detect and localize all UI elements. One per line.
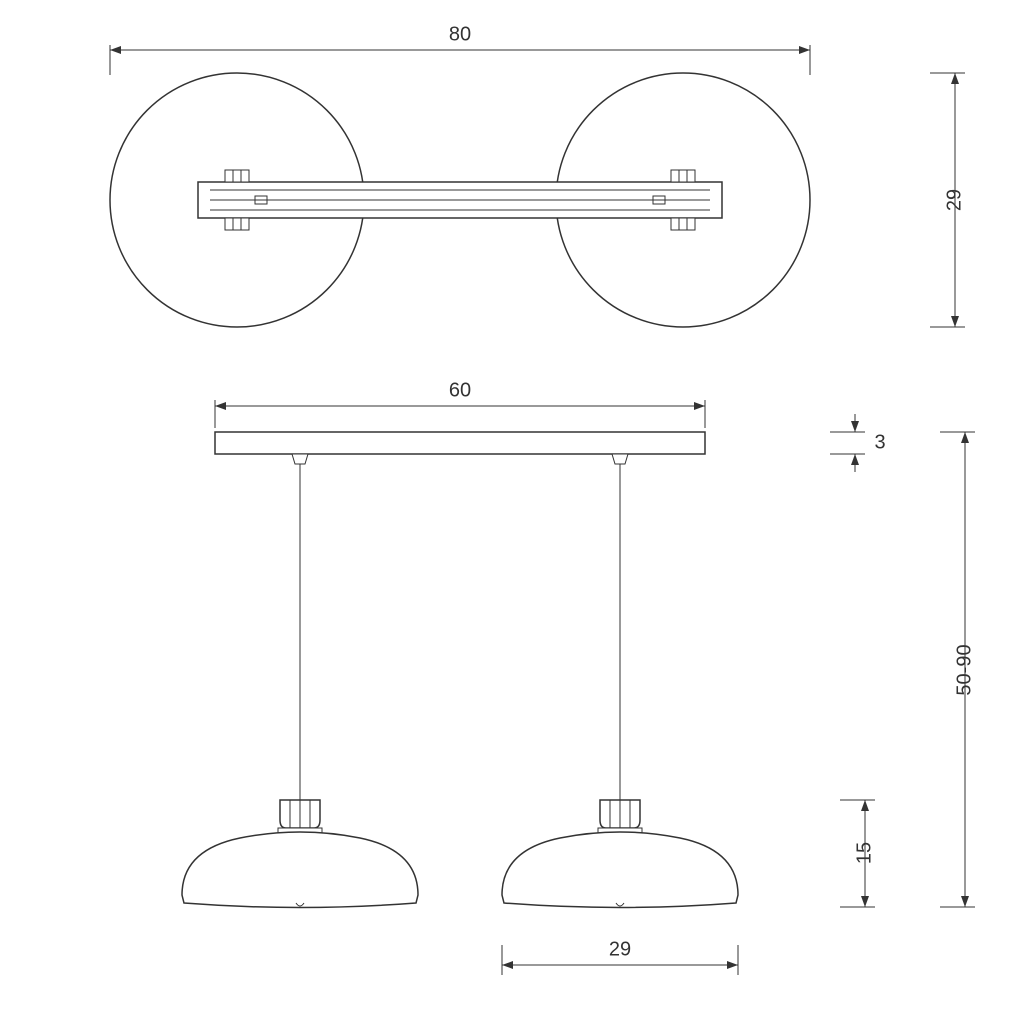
dim-50-90: 50-90 [940,432,975,907]
dim-15-label: 15 [853,842,875,864]
pendant-left [182,800,418,908]
dim-80-label: 80 [449,23,471,45]
dim-60: 60 [215,379,705,428]
pendant-right [502,800,738,908]
technical-drawing: 80 [0,0,1024,1024]
top-mounting-bar [198,182,722,218]
dim-29-top: 29 [930,73,965,327]
top-view: 80 [110,23,965,327]
cord-ferrule-right [612,454,628,464]
dim-3-label: 3 [874,431,885,453]
dim-29-bottom: 29 [502,938,738,975]
dim-15: 15 [840,800,875,907]
dim-80: 80 [110,23,810,75]
dim-50-90-label: 50-90 [953,644,975,695]
dim-60-label: 60 [449,379,471,401]
dim-29-top-label: 29 [943,189,965,211]
dim-29-bottom-label: 29 [609,938,631,960]
front-view: 60 3 [182,379,975,975]
dim-3: 3 [830,414,886,472]
cord-ferrule-left [292,454,308,464]
ceiling-bar [215,432,705,454]
